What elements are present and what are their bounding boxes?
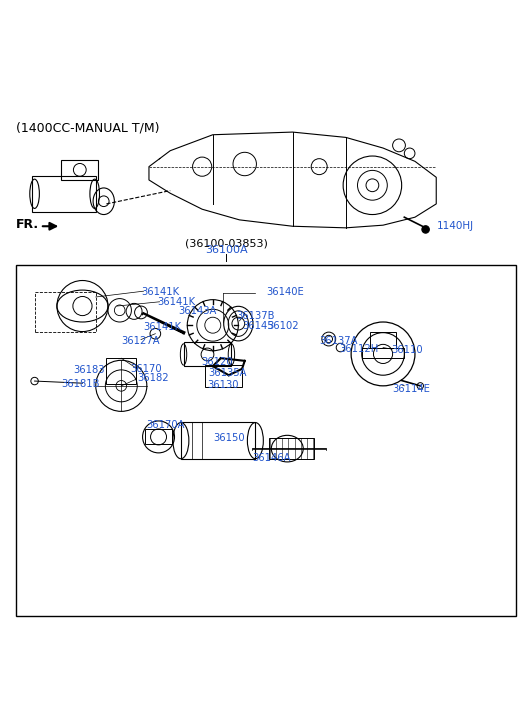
Text: 36130: 36130 <box>207 379 239 390</box>
Text: 36127A: 36127A <box>121 336 160 345</box>
Text: (36100-03853): (36100-03853) <box>185 238 268 249</box>
Bar <box>32 176 96 212</box>
Circle shape <box>422 225 429 233</box>
Text: 36140E: 36140E <box>266 286 304 297</box>
Text: 36150: 36150 <box>213 433 244 443</box>
Bar <box>269 438 314 459</box>
Text: 36135A: 36135A <box>209 368 247 377</box>
Text: (1400CC-MANUAL T/M): (1400CC-MANUAL T/M) <box>16 121 160 134</box>
Bar <box>61 160 98 180</box>
Text: 36181B: 36181B <box>61 379 99 389</box>
Text: 36182: 36182 <box>137 373 169 383</box>
Bar <box>35 292 96 332</box>
Text: 36141K: 36141K <box>144 322 182 332</box>
Text: 36141K: 36141K <box>141 286 179 297</box>
Bar <box>16 265 516 616</box>
Text: 36170: 36170 <box>130 364 162 374</box>
Text: 36102: 36102 <box>267 321 298 332</box>
Bar <box>362 348 404 358</box>
Text: FR.: FR. <box>16 217 39 230</box>
Text: 36120: 36120 <box>201 358 232 367</box>
Text: 36145: 36145 <box>242 321 273 332</box>
Bar <box>184 342 231 366</box>
Bar <box>370 332 396 348</box>
Text: 36114E: 36114E <box>393 384 430 393</box>
Text: 36112H: 36112H <box>339 344 379 353</box>
Bar <box>205 365 242 387</box>
Text: 36146A: 36146A <box>253 453 291 463</box>
Text: 36183: 36183 <box>73 365 105 375</box>
Text: 36137A: 36137A <box>319 336 358 346</box>
Bar <box>181 422 255 459</box>
Text: 36170A: 36170A <box>146 419 185 430</box>
Text: 36100A: 36100A <box>205 245 247 255</box>
Bar <box>145 430 172 444</box>
Text: 36143A: 36143A <box>178 306 217 316</box>
Text: 36137B: 36137B <box>237 310 275 321</box>
Text: 1140HJ: 1140HJ <box>437 221 474 231</box>
Text: 36141K: 36141K <box>157 297 195 308</box>
Text: 36110: 36110 <box>391 345 422 356</box>
Bar <box>106 358 136 384</box>
